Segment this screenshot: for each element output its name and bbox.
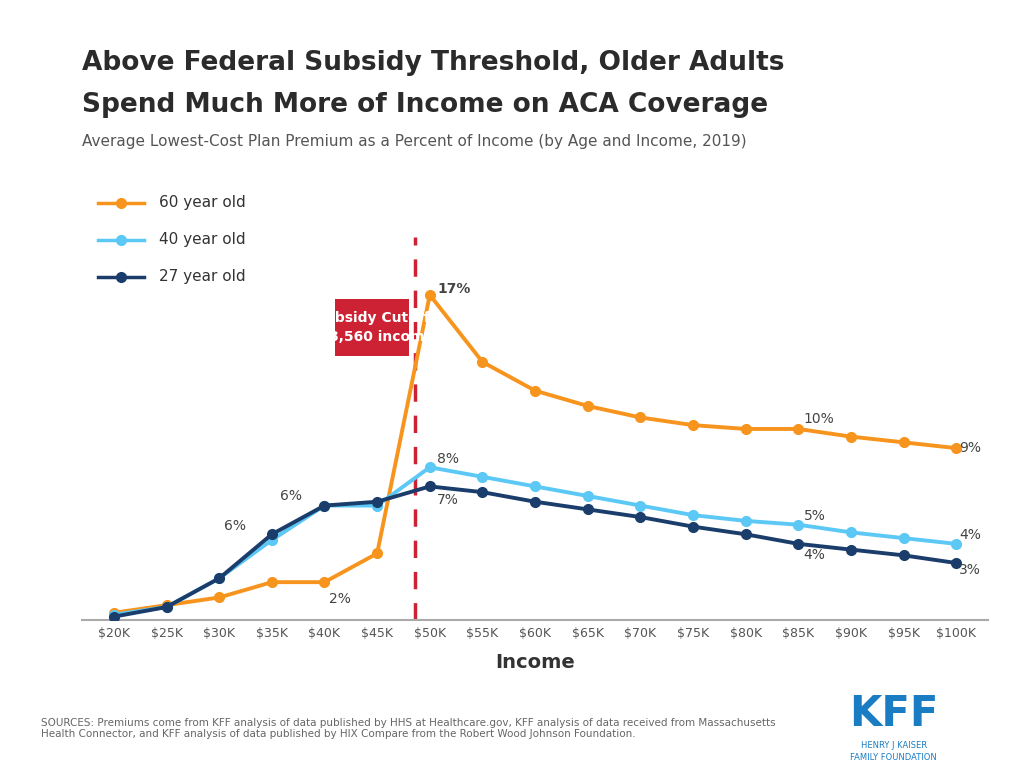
Text: KFF: KFF <box>849 693 938 735</box>
Text: 10%: 10% <box>804 412 835 426</box>
Text: 6%: 6% <box>224 519 247 533</box>
Text: SOURCES: Premiums come from KFF analysis of data published by HHS at Healthcare.: SOURCES: Premiums come from KFF analysis… <box>41 718 776 739</box>
Text: 6%: 6% <box>280 489 303 502</box>
Text: 5%: 5% <box>804 509 825 523</box>
Text: Income: Income <box>495 653 575 672</box>
Text: 3%: 3% <box>959 564 982 578</box>
Text: HENRY J KAISER
FAMILY FOUNDATION: HENRY J KAISER FAMILY FOUNDATION <box>850 741 937 762</box>
Text: 4%: 4% <box>804 548 825 562</box>
Text: Spend Much More of Income on ACA Coverage: Spend Much More of Income on ACA Coverag… <box>82 92 769 118</box>
Text: Average Lowest-Cost Plan Premium as a Percent of Income (by Age and Income, 2019: Average Lowest-Cost Plan Premium as a Pe… <box>82 134 747 149</box>
Text: Subsidy Cutoff
($48,560 income): Subsidy Cutoff ($48,560 income) <box>304 311 440 344</box>
Text: 27 year old: 27 year old <box>159 269 246 284</box>
Text: 7%: 7% <box>437 493 459 506</box>
FancyBboxPatch shape <box>335 299 409 356</box>
Text: 60 year old: 60 year old <box>159 195 246 211</box>
Text: 2%: 2% <box>328 592 351 606</box>
Text: 9%: 9% <box>959 441 982 455</box>
Text: 4%: 4% <box>959 528 982 542</box>
Text: 8%: 8% <box>437 453 459 466</box>
Text: Above Federal Subsidy Threshold, Older Adults: Above Federal Subsidy Threshold, Older A… <box>82 50 785 76</box>
Text: 17%: 17% <box>437 282 470 296</box>
Text: 40 year old: 40 year old <box>159 232 246 247</box>
